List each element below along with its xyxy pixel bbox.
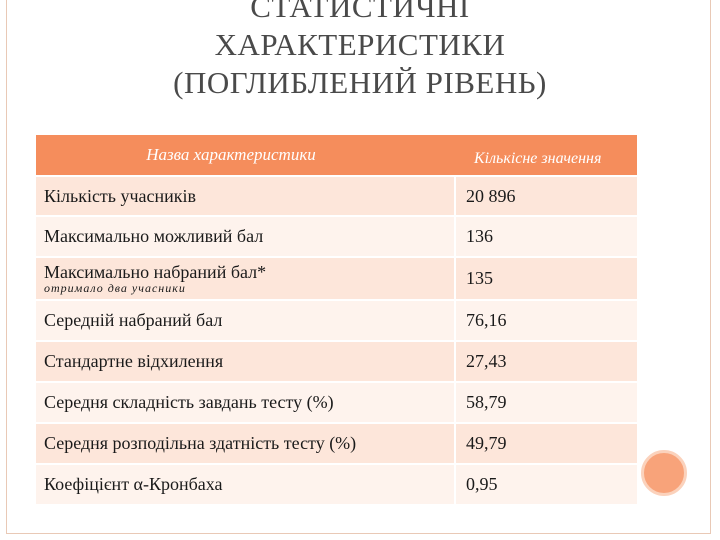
table-row: Середній набраний бал 76,16 <box>36 299 637 340</box>
row-note: отримало два учасники <box>44 280 186 295</box>
row-name: Кількість учасників <box>44 185 197 206</box>
decorative-circle <box>641 450 687 496</box>
row-name: Стандартне відхилення <box>44 351 224 371</box>
row-value: 49,79 <box>466 433 507 453</box>
row-value: 0,95 <box>466 474 498 494</box>
title-line-2: ХАРАКТЕРИСТИКИ <box>214 27 506 62</box>
row-name: Максимально набраний бал* <box>44 261 267 282</box>
header-name-column: Назва характеристики <box>146 145 316 164</box>
table-header: Назва характеристики Кількісне значення <box>36 135 637 175</box>
statistics-table: Назва характеристики Кількісне значення … <box>36 135 637 504</box>
table-row: Максимально можливий бал 136 <box>36 215 637 256</box>
row-value: 136 <box>466 226 493 246</box>
row-name: Середній набраний бал <box>44 310 223 330</box>
row-name: Максимально можливий бал <box>44 226 264 246</box>
row-name: Коефіцієнт α-Кронбаха <box>44 474 223 494</box>
table-row: Коефіцієнт α-Кронбаха 0,95 <box>36 463 637 504</box>
row-value: 58,79 <box>466 392 507 412</box>
row-value: 135 <box>466 268 493 288</box>
row-name: Середня складність завдань тесту (%) <box>44 392 334 412</box>
row-value: 20 896 <box>466 185 516 206</box>
title-line-1: СТАТИСТИЧНІ <box>250 0 470 24</box>
table-row: Середня розподільна здатність тесту (%) … <box>36 422 637 463</box>
header-value-column: Кількісне значення <box>474 150 602 167</box>
slide-title: СТАТИСТИЧНІ ХАРАКТЕРИСТИКИ (ПОГЛИБЛЕНИЙ … <box>0 0 720 102</box>
row-value: 27,43 <box>466 351 507 371</box>
table-row: Стандартне відхилення 27,43 <box>36 340 637 381</box>
row-value: 76,16 <box>466 310 507 330</box>
slide-frame <box>6 0 711 534</box>
table-row: Середня складність завдань тесту (%) 58,… <box>36 381 637 422</box>
title-line-3: (ПОГЛИБЛЕНИЙ РІВЕНЬ) <box>173 65 547 100</box>
table-row: Максимально набраний бал* отримало два у… <box>36 256 637 299</box>
table-row: Кількість учасників 20 896 <box>36 175 637 215</box>
row-name: Середня розподільна здатність тесту (%) <box>44 433 357 453</box>
